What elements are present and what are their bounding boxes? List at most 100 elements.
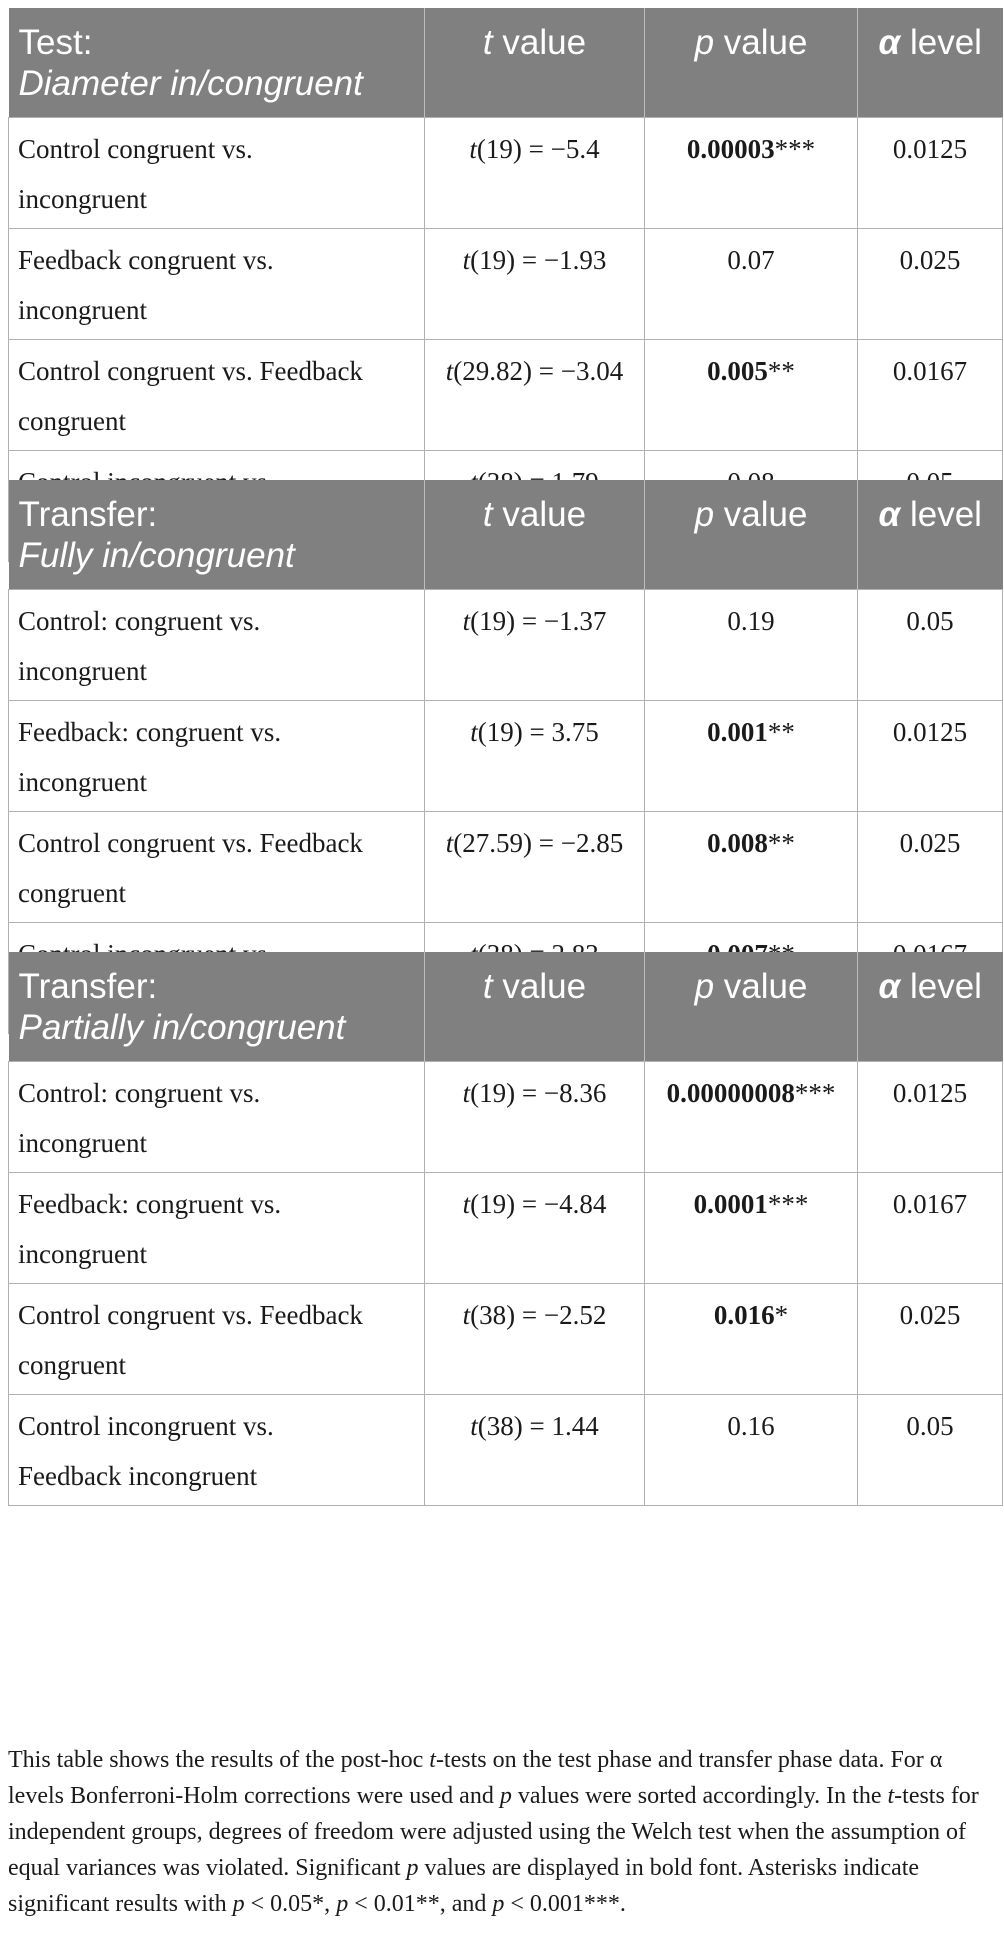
alpha-level-header: α level [857,8,1003,117]
comparison-line: incongruent [18,1238,147,1269]
t-symbol: t [469,133,477,164]
table-row: Control congruent vs. Feedback congruent t… [8,338,1003,451]
comparison-line: Control: congruent vs. [18,1077,261,1108]
alpha-level-cell: 0.05 [857,1393,1003,1506]
t-statistic: = −1.93 [515,244,607,275]
p-value-cell: 0.005** [644,338,858,451]
p-value: 0.016 [713,1299,775,1330]
results-table-transfer-fully: Transfer: Fully in/congruent t value p v… [8,480,1003,1034]
condition-header: Transfer: Fully in/congruent [8,480,425,589]
comparison-line: incongruent [18,183,147,214]
comparison-line: Control congruent vs. [18,133,253,164]
table-row: Control congruent vs. Feedback congruent t… [8,810,1003,923]
comparison-cell: Feedback congruent vs. incongruent [8,227,425,340]
t-degrees-of-freedom: (19) [476,133,522,164]
t-symbol: t [462,1299,471,1330]
t-statistic: = −5.4 [521,133,600,164]
t-value-header: t value [424,952,645,1061]
condition-header-line1: Transfer: [18,495,158,534]
comparison-line: Control: congruent vs. [18,605,261,636]
significance-stars: ** [767,355,795,386]
p-value: 0.16 [727,1410,775,1441]
t-statistic: = 1.44 [522,1410,599,1441]
condition-header: Transfer: Partially in/congruent [8,952,425,1061]
table-row: Control incongruent vs. Feedback incongru… [8,1393,1003,1506]
t-value-cell: t(29.82) = −3.04 [424,338,645,451]
comparison-cell: Feedback: congruent vs. incongruent [8,1171,425,1284]
table-row: Control congruent vs. Feedback congruent t… [8,1282,1003,1395]
table-header-row: Test: Diameter in/congruent t value p va… [8,8,1003,117]
comparison-line: incongruent [18,655,147,686]
t-degrees-of-freedom: (38) [470,1299,516,1330]
p-value-cell: 0.16 [644,1393,858,1506]
t-value-cell: t(19) = −1.93 [424,227,645,340]
t-degrees-of-freedom: (19) [470,605,516,636]
p-value: 0.00000008 [666,1077,795,1108]
t-value-cell: t(19) = −5.4 [424,116,645,229]
alpha-level-cell: 0.0167 [857,338,1003,451]
p-value-cell: 0.00003*** [644,116,858,229]
p-value: 0.008 [707,827,768,858]
table-row: Control: congruent vs. incongruent t(19) =… [8,588,1003,701]
table-row: Feedback: congruent vs. incongruent t(19) … [8,1171,1003,1284]
p-value: 0.07 [727,244,775,275]
p-value: 0.001 [707,716,768,747]
alpha-level-cell: 0.0125 [857,1060,1003,1173]
table-row: Control congruent vs. incongruent t(19) = … [8,116,1003,229]
t-symbol: t [445,827,454,858]
comparison-line: Control incongruent vs. [18,1410,274,1441]
significance-stars: *** [794,1077,836,1108]
t-degrees-of-freedom: (19) [470,1077,516,1108]
comparison-line: incongruent [18,766,147,797]
alpha-level-header: α level [857,952,1003,1061]
t-symbol: t [462,244,471,275]
t-degrees-of-freedom: (19) [470,1188,516,1219]
comparison-cell: Control: congruent vs. incongruent [8,588,425,701]
t-value-cell: t(27.59) = −2.85 [424,810,645,923]
condition-header: Test: Diameter in/congruent [8,8,425,117]
t-symbol: t [462,605,471,636]
p-value: 0.00003 [686,133,775,164]
t-symbol: t [445,355,454,386]
t-statistic: = −4.84 [515,1188,607,1219]
t-statistic: = 3.75 [522,716,599,747]
significance-stars: * [774,1299,789,1330]
p-value-cell: 0.0001*** [644,1171,858,1284]
table-header-row: Transfer: Partially in/congruent t value… [8,952,1003,1061]
t-degrees-of-freedom: (29.82) [453,355,533,386]
comparison-line: congruent [18,405,126,436]
comparison-cell: Control congruent vs. Feedback congruent [8,1282,425,1395]
p-value-cell: 0.016* [644,1282,858,1395]
t-symbol: t [470,716,478,747]
t-degrees-of-freedom: (38) [477,1410,523,1441]
t-statistic: = −2.52 [515,1299,607,1330]
alpha-level-header: α level [857,480,1003,589]
alpha-level-cell: 0.025 [857,227,1003,340]
t-value-cell: t(19) = −4.84 [424,1171,645,1284]
comparison-line: congruent [18,877,126,908]
comparison-cell: Feedback: congruent vs. incongruent [8,699,425,812]
table-header-row: Transfer: Fully in/congruent t value p v… [8,480,1003,589]
alpha-level-cell: 0.0167 [857,1171,1003,1284]
comparison-line: congruent [18,1349,126,1380]
p-value-cell: 0.00000008*** [644,1060,858,1173]
comparison-line: incongruent [18,294,147,325]
t-symbol: t [470,1410,478,1441]
comparison-line: Feedback: congruent vs. [18,1188,282,1219]
alpha-level-cell: 0.05 [857,588,1003,701]
comparison-line: Feedback congruent vs. [18,244,274,275]
t-degrees-of-freedom: (19) [477,716,523,747]
results-table-test-diameter: Test: Diameter in/congruent t value p va… [8,8,1003,562]
comparison-cell: Control congruent vs. Feedback congruent [8,338,425,451]
condition-header-line2: Diameter in/congruent [18,64,363,103]
comparison-line: Control congruent vs. Feedback [18,355,363,386]
p-value-cell: 0.001** [644,699,858,812]
comparison-line: Feedback incongruent [18,1460,258,1491]
t-value-cell: t(38) = −2.52 [424,1282,645,1395]
table-footnote: This table shows the results of the post… [8,1747,979,1917]
alpha-level-cell: 0.0125 [857,116,1003,229]
alpha-level-cell: 0.0125 [857,699,1003,812]
t-value-cell: t(19) = 3.75 [424,699,645,812]
p-value: 0.0001 [693,1188,768,1219]
results-table-transfer-partially: Transfer: Partially in/congruent t value… [8,952,1003,1506]
